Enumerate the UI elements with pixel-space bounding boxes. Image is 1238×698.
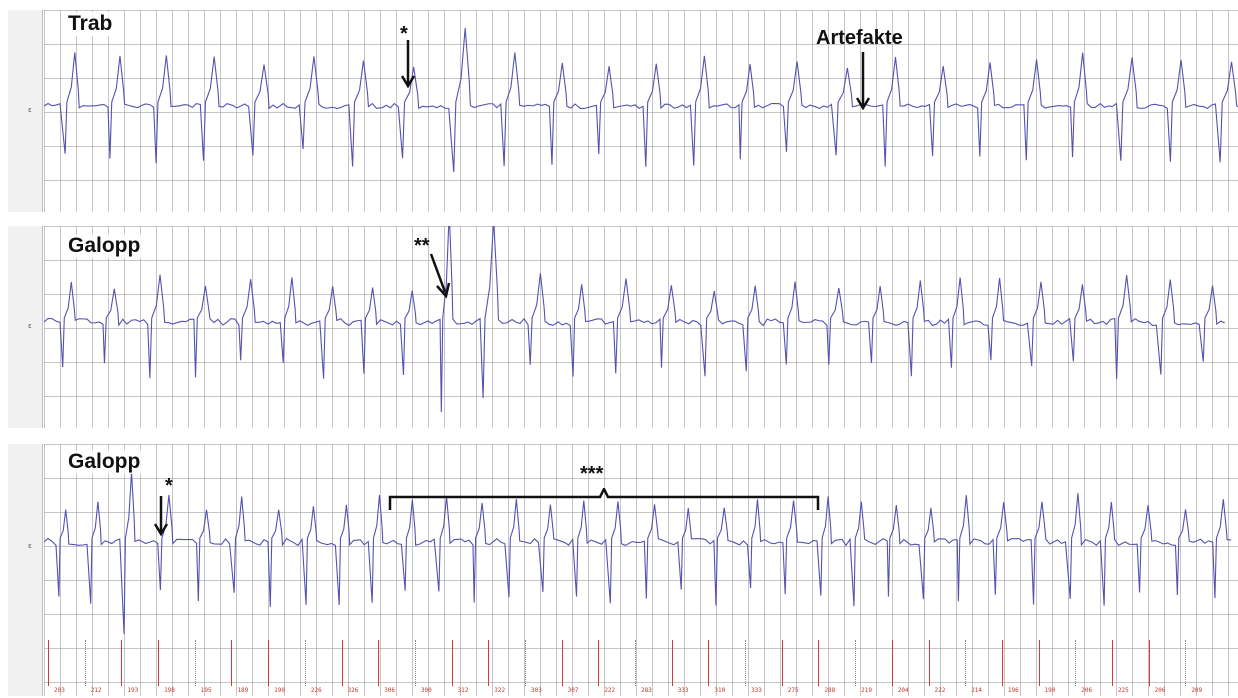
beat-interval-number: 190 <box>274 687 285 694</box>
beat-interval-number: 326 <box>347 687 359 694</box>
beat-interval-number: 195 <box>200 687 212 694</box>
beat-interval-number: 225 <box>1117 687 1129 694</box>
beat-marker-line <box>84 640 87 686</box>
beat-interval-number: 219 <box>861 687 872 694</box>
bracket-icon <box>388 488 820 510</box>
beat-marker-line <box>818 640 820 686</box>
beat-interval-number: 189 <box>237 687 249 694</box>
panel-side-scale: ε <box>8 444 43 696</box>
ecg-trace-galopp-2 <box>44 471 1232 635</box>
beat-interval-number: 226 <box>310 687 322 694</box>
beat-interval-number: 206 <box>1081 687 1093 694</box>
ecg-panel-galopp-2: ε 203 212 193 198 195 189 190 226 326 306 300 312 32… <box>8 444 1238 696</box>
beat-interval-number: 214 <box>971 687 983 694</box>
beat-marker-line <box>671 640 673 686</box>
beat-interval-number: 322 <box>494 687 506 694</box>
axis-tick-label: ε <box>28 106 32 114</box>
annotation-double-asterisk: ** <box>414 235 430 257</box>
beat-marker-line <box>561 640 563 686</box>
ecg-trace-trab <box>44 27 1238 173</box>
annotation-triple-asterisk: *** <box>580 463 604 485</box>
beat-marker-line <box>965 640 967 686</box>
beat-marker-line <box>231 640 233 686</box>
beat-marker-line <box>855 640 857 686</box>
beat-marker-line <box>1038 640 1040 686</box>
beat-marker-line <box>891 640 893 686</box>
beat-marker-line <box>524 640 527 686</box>
beat-marker-line <box>1148 640 1150 686</box>
ecg-waveform <box>44 226 1225 413</box>
beat-marker-line <box>1001 640 1003 686</box>
beat-marker-line <box>1185 640 1187 686</box>
beat-marker-line <box>268 640 270 686</box>
beat-interval-number: 193 <box>127 687 139 694</box>
beat-interval-number: 275 <box>787 687 799 694</box>
annotation-single-asterisk: * <box>165 475 173 497</box>
axis-tick-label: ε <box>28 322 32 330</box>
axis-tick-label: ε <box>28 542 32 550</box>
beat-marker-line <box>781 640 783 686</box>
ecg-trace-galopp-1 <box>44 226 1225 413</box>
beat-marker-line <box>708 640 710 686</box>
beat-interval-number: 209 <box>1191 687 1203 694</box>
beat-interval-number: 283 <box>641 687 652 694</box>
beat-interval-number: 222 <box>604 687 616 694</box>
beat-marker-line <box>341 640 343 686</box>
beat-marker-line <box>414 640 417 686</box>
beat-marker-line <box>1111 640 1113 686</box>
arrow-down-icon <box>154 496 168 536</box>
beat-interval-number: 198 <box>164 687 175 694</box>
beat-interval-number: 300 <box>420 687 432 694</box>
beat-marker-line <box>488 640 490 686</box>
beat-marker-line <box>635 640 637 686</box>
beat-marker-line <box>194 640 197 686</box>
panel-side-scale: ε <box>8 226 43 428</box>
annotation-artefakte: Artefakte <box>816 27 903 49</box>
beat-marker-line <box>745 640 747 686</box>
panel-label-trab: Trab <box>66 12 115 36</box>
panel-label-galopp-1: Galopp <box>66 234 143 258</box>
beat-marker-strip: 203 212 193 198 195 189 190 226 326 306 300 312 322 3… <box>44 634 1238 696</box>
beat-interval-number: 203 <box>54 687 65 694</box>
ecg-grid <box>44 10 1238 212</box>
beat-interval-number: 196 <box>1007 687 1019 694</box>
arrow-down-icon <box>856 52 870 110</box>
beat-interval-number: 307 <box>567 687 579 694</box>
beat-interval-number: 190 <box>1044 687 1056 694</box>
panel-side-scale: ε <box>8 10 43 212</box>
beat-marker-line <box>48 640 49 686</box>
ecg-panel-galopp-1: ε Galopp ** <box>8 226 1238 428</box>
beat-marker-line <box>1075 640 1077 686</box>
beat-marker-line <box>121 640 123 686</box>
arrow-down-right-icon <box>429 253 451 298</box>
ecg-waveform <box>44 471 1232 635</box>
beat-marker-line <box>928 640 930 686</box>
beat-interval-number: 303 <box>530 687 542 694</box>
beat-marker-line <box>158 640 160 686</box>
beat-marker-line <box>378 640 380 686</box>
beat-interval-number: 288 <box>824 687 836 694</box>
ecg-grid <box>44 226 1238 428</box>
beat-interval-number: 206 <box>1154 687 1166 694</box>
annotation-single-asterisk: * <box>400 23 408 45</box>
panel-label-galopp-2: Galopp <box>66 450 143 474</box>
beat-marker-line <box>451 640 453 686</box>
beat-interval-number: 310 <box>714 687 726 694</box>
beat-interval-number: 333 <box>751 687 762 694</box>
beat-interval-number: 333 <box>677 687 689 694</box>
beat-interval-number: 312 <box>457 687 469 694</box>
beat-interval-number: 222 <box>934 687 946 694</box>
beat-marker-line <box>598 640 600 686</box>
arrow-down-icon <box>401 40 415 88</box>
beat-marker-line <box>304 640 307 686</box>
beat-interval-number: 204 <box>897 687 909 694</box>
beat-interval-number: 306 <box>384 687 396 694</box>
ecg-waveform <box>44 27 1238 173</box>
ecg-panel-trab: ε Trab * Artefakte <box>8 10 1238 212</box>
beat-interval-number: 212 <box>90 687 102 694</box>
